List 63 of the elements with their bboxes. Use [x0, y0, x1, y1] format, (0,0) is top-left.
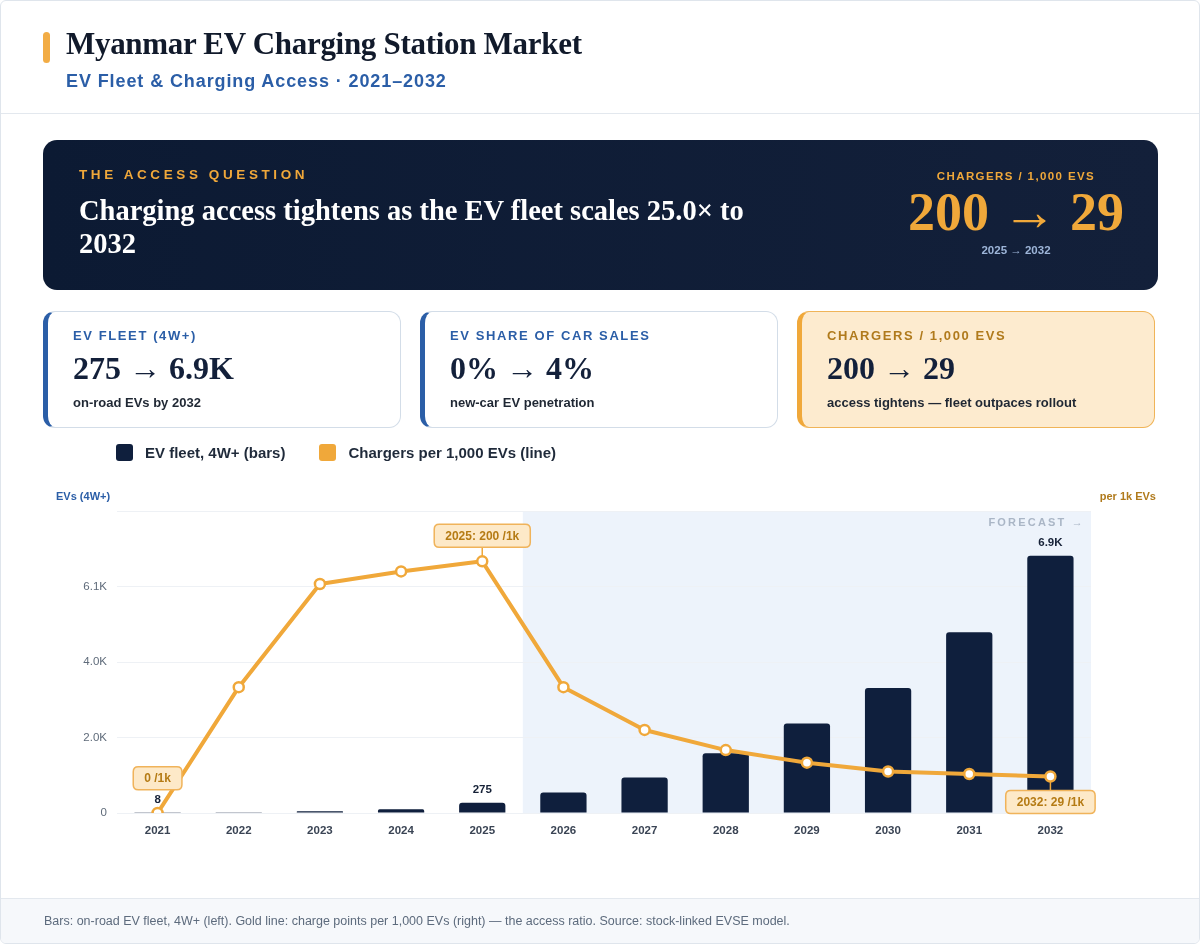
x-tick-label: 2024 — [388, 824, 415, 837]
x-tick-label: 2023 — [307, 824, 333, 837]
bar — [377, 809, 425, 813]
y2-axis-title: per 1k EVs — [1099, 490, 1156, 503]
point — [394, 565, 408, 578]
chart-subtitle: EV Fleet & Charging Access · 2021–2032 — [66, 71, 447, 92]
point — [638, 723, 651, 737]
data-label: 8 — [154, 793, 162, 806]
band-label: FORECAST → — [988, 516, 1085, 529]
bar — [864, 688, 912, 813]
point — [800, 756, 814, 769]
text: 275 → 6.9K — [73, 350, 234, 387]
text: new-car EV penetration — [450, 395, 595, 410]
bar — [783, 723, 831, 813]
bar — [946, 632, 993, 813]
text: on-road EVs by 2032 — [73, 395, 201, 410]
text: THE ACCESS QUESTION — [79, 167, 309, 182]
text: Bars: on-road EV fleet, 4W+ (left). Gold line: charge points per 1,000 EVs (right) — the access ratio. Source: stock-linked EVSE model. — [44, 914, 790, 928]
x-tick-label: 2029 — [794, 824, 820, 837]
text: 200 → 29 — [907, 182, 1125, 243]
text: CHARGERS / 1,000 EVS — [827, 328, 1007, 343]
point — [963, 767, 976, 781]
y-axis-title: EVs (4W+) — [56, 490, 111, 503]
point — [719, 743, 732, 757]
point — [1044, 770, 1057, 783]
x-tick-label: 2021 — [144, 824, 171, 837]
text: EV SHARE OF CAR SALES — [450, 328, 651, 343]
text: CHARGERS / 1,000 EVS — [935, 170, 1097, 182]
data-label: 6.9K — [1038, 536, 1064, 549]
y-tick-label: 4.0K — [83, 655, 108, 668]
x-tick-label: 2030 — [875, 824, 901, 837]
data-label: 275 — [472, 783, 493, 796]
x-tick-label: 2025 — [469, 824, 496, 837]
x-tick-label: 2022 — [225, 824, 252, 837]
point — [881, 765, 895, 778]
y-tick-label: 2.0K — [83, 730, 108, 743]
y-tick-label: 0 — [100, 806, 107, 819]
y-tick-label: 6.1K — [83, 579, 108, 592]
x-tick-label: 2032 — [1037, 824, 1064, 837]
text: 200 → 29 — [827, 350, 955, 387]
text: access tightens — fleet outpaces rollout — [827, 395, 1077, 410]
bar — [621, 777, 668, 813]
bar — [540, 792, 587, 813]
point — [232, 680, 245, 694]
text: 0% → 4% — [450, 350, 594, 387]
text: EV FLEET (4W+) — [73, 328, 197, 343]
data-label: 2032: 29 /1k — [1016, 794, 1085, 809]
bar — [702, 753, 749, 813]
chart-title: Myanmar EV Charging Station Market — [66, 26, 582, 62]
text: Charging access tightens as the EV fleet scales 25.0× to 2032 — [79, 194, 745, 260]
bar — [459, 802, 506, 813]
x-tick-label: 2031 — [956, 824, 983, 837]
legend-label: EV fleet, 4W+ (bars) — [145, 444, 286, 461]
data-label: 2025: 200 /1k — [445, 528, 520, 543]
point — [476, 555, 489, 568]
x-tick-label: 2028 — [712, 824, 740, 837]
legend-label: Chargers per 1,000 EVs (line) — [348, 444, 557, 461]
data-label: 0 /1k — [144, 771, 172, 786]
text: 2025 → 2032 — [980, 244, 1052, 256]
x-tick-label: 2027 — [631, 824, 658, 837]
point — [557, 680, 570, 694]
x-tick-label: 2026 — [550, 824, 577, 837]
point — [313, 577, 327, 591]
